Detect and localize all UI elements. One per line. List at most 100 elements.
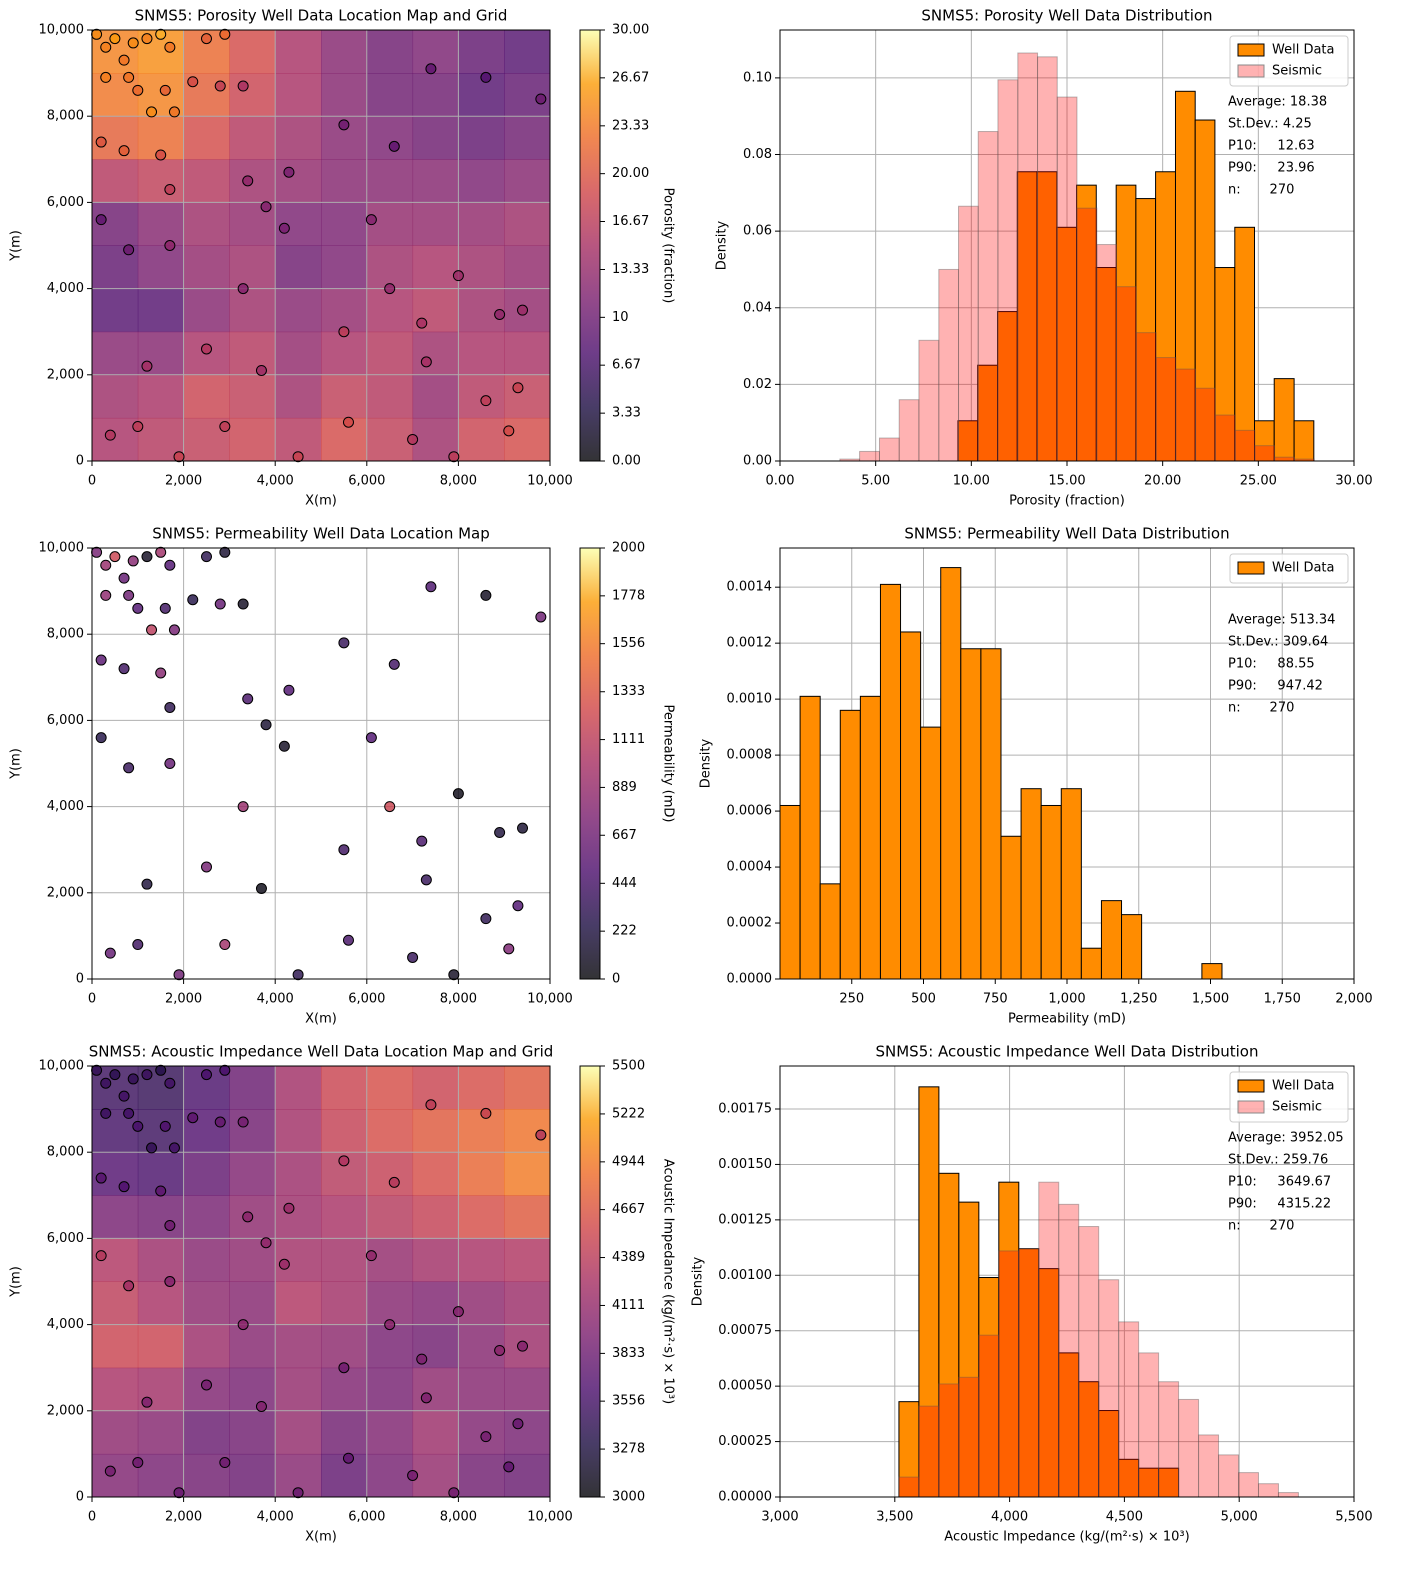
x-tick-label: 750 <box>983 992 1008 1007</box>
well-marker <box>342 1452 354 1464</box>
heatmap-cell <box>275 116 322 160</box>
heatmap-cell <box>229 288 276 333</box>
colorbar-tick-label: 667 <box>612 828 637 843</box>
heatmap-cell <box>458 374 505 419</box>
well-marker <box>132 602 144 614</box>
well-marker <box>91 546 103 558</box>
heatmap-cell <box>183 288 230 333</box>
well-marker <box>164 1276 176 1287</box>
well-marker <box>123 589 135 601</box>
well-marker <box>342 934 354 946</box>
well-marker <box>219 1457 231 1469</box>
y-axis-label: Density <box>715 220 730 270</box>
heatmap-cell <box>92 374 139 419</box>
y-tick-label: 0.00125 <box>718 1212 772 1227</box>
well-marker <box>237 1116 249 1128</box>
well-marker <box>338 637 350 649</box>
well-marker <box>480 589 492 601</box>
heatmap-cell <box>92 331 139 376</box>
stats-text: P10: 3649.67 <box>1228 1175 1331 1190</box>
heatmap-cell <box>504 1238 551 1282</box>
heatmap-cell <box>321 245 368 290</box>
colorbar-tick-label: 3556 <box>612 1394 645 1409</box>
well-marker <box>155 28 167 40</box>
y-tick-label: 0.00150 <box>718 1157 772 1172</box>
well-marker <box>338 844 350 856</box>
well-marker <box>118 1090 130 1102</box>
well-marker <box>95 1172 107 1184</box>
x-tick-label: 5,000 <box>1221 1510 1258 1525</box>
well-marker <box>452 788 464 800</box>
heatmap-cell <box>137 1195 185 1239</box>
heatmap-cell <box>458 417 505 462</box>
well-marker <box>237 801 249 813</box>
histogram-bar <box>958 205 979 462</box>
histogram-bar <box>1201 963 1223 980</box>
x-tick-label: 10.00 <box>953 474 990 489</box>
well-marker <box>187 594 199 606</box>
y-tick-label: 10,000 <box>39 1059 85 1074</box>
well-marker <box>141 551 153 563</box>
heatmap-cell <box>229 1152 276 1196</box>
heatmap-cell <box>366 417 414 462</box>
heatmap-cell <box>504 245 551 290</box>
heatmap-cell <box>412 1410 459 1455</box>
well-marker <box>123 762 135 774</box>
well-marker <box>201 861 212 873</box>
heatmap-cell <box>366 116 414 160</box>
well-marker <box>187 76 199 88</box>
well-marker <box>173 451 185 463</box>
chart-title: SNMS5: Acoustic Impedance Well Data Loca… <box>89 1043 554 1061</box>
heatmap-cell <box>183 1324 230 1369</box>
heatmap-cell <box>412 374 459 419</box>
heatmap-cell <box>137 202 185 246</box>
heatmap-cell <box>504 159 551 203</box>
histogram-bar <box>799 695 821 980</box>
x-tick-label: 1,000 <box>1048 992 1085 1007</box>
heatmap-cell <box>92 159 139 203</box>
well-marker <box>407 433 419 445</box>
heatmap-cell <box>458 30 505 74</box>
heatmap-cell <box>504 1152 551 1196</box>
histogram-bar <box>1038 1181 1060 1498</box>
y-tick-label: 2,000 <box>47 367 84 382</box>
heatmap-cell <box>366 1066 414 1110</box>
well-marker <box>338 1362 350 1374</box>
colorbar-tick-label: 0.00 <box>612 454 641 469</box>
histogram-bar <box>819 883 841 980</box>
well-marker <box>100 41 112 53</box>
x-tick-label: 25.00 <box>1240 474 1277 489</box>
histogram-bar <box>900 631 922 980</box>
well-marker <box>452 1306 464 1318</box>
x-axis-label: Porosity (fraction) <box>1009 494 1125 509</box>
well-marker <box>155 546 167 558</box>
heatmap-cell <box>229 1410 276 1455</box>
histogram-bar <box>1178 1398 1200 1498</box>
x-tick-label: 8,000 <box>440 474 477 489</box>
histogram-bar <box>1257 1483 1279 1498</box>
well-marker <box>132 421 144 433</box>
well-marker <box>416 835 428 847</box>
heatmap-cell <box>229 1281 276 1326</box>
well-marker <box>155 149 167 161</box>
histogram-bar <box>1158 1381 1180 1498</box>
well-marker <box>168 1142 180 1154</box>
axes-frame <box>91 29 551 462</box>
axes-frame <box>779 29 1355 462</box>
x-axis-label: X(m) <box>305 494 337 509</box>
x-tick-label: 30.00 <box>1335 474 1372 489</box>
well-marker <box>237 80 249 92</box>
well-marker <box>155 667 167 679</box>
x-axis-label: Acoustic Impedance (kg/(m²·s) × 10³) <box>944 1530 1189 1545</box>
well-marker <box>164 701 176 713</box>
heatmap-cell <box>412 73 459 117</box>
colorbar-tick-label: 3278 <box>612 1442 645 1457</box>
heatmap-cell <box>275 1367 322 1412</box>
x-tick-label: 4,500 <box>1106 1510 1143 1525</box>
well-marker <box>159 1120 171 1132</box>
well-marker <box>388 1176 400 1188</box>
heatmap-cell <box>229 73 276 117</box>
well-marker <box>132 1120 144 1132</box>
stats-text: St.Dev.: 309.64 <box>1228 635 1328 650</box>
heatmap-cell <box>458 202 505 246</box>
